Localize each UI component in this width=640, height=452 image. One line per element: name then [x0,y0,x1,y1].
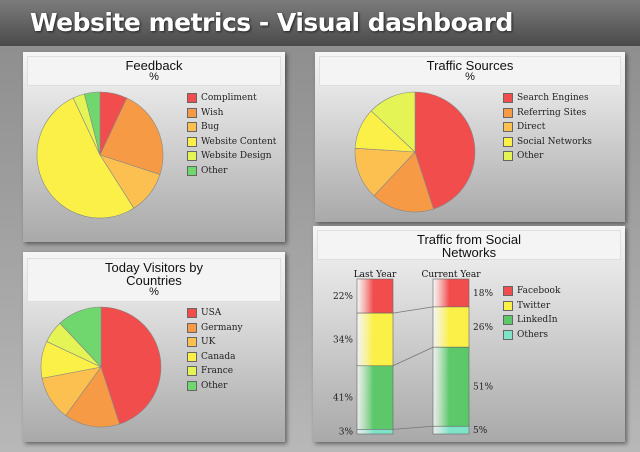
traffic-sources-legend-swatch [503,122,513,133]
feedback-legend-label: Website Design [201,151,272,162]
social-stacked-bar-chart: 22% 34% 41% 3% Last Year 18% 26% 51% 5% Current Y… [333,270,493,438]
traffic-sources-legend-label: Social Networks [517,136,592,147]
social-bar-last-year-linkedin [356,365,394,430]
social-legend-label: LinkedIn [517,315,558,326]
traffic-sources-unit: % [465,71,475,83]
feedback-title: Feedback [125,58,183,73]
visitors-legend-swatch [187,337,197,348]
traffic-sources-panel: Traffic Sources % Search Engines Referrin… [315,52,625,222]
traffic-sources-legend-label: Other [517,151,544,162]
feedback-legend-swatch [187,136,197,147]
traffic-sources-pie-chart [354,91,476,213]
social-bar-last-year-facebook [356,278,394,314]
traffic-sources-legend-swatch [503,151,513,162]
visitors-title-line2: Countries [126,273,182,288]
traffic-sources-legend-label: Search Engines [517,93,589,103]
visitors-legend-swatch [187,351,197,362]
traffic-sources-title: Traffic Sources [426,58,514,73]
social-bar-current-year-others [432,425,470,435]
social-value-label: 22% [333,292,353,302]
social-bar-current-year-linkedin [432,346,470,427]
social-connector-line [392,346,434,367]
traffic_sources-slice-referring-sites [373,151,434,213]
feedback-unit: % [149,71,159,83]
feedback-legend-swatch [187,107,197,118]
visitors-legend-label: Other [201,380,228,391]
feedback-slice-wish [99,97,164,175]
visitors-legend-label: USA [201,308,222,318]
page-title: Website metrics - Visual dashboard [30,8,513,37]
social-connector-line [392,306,434,314]
traffic-sources-legend-label: Direct [517,122,546,133]
header-bar: Website metrics - Visual dashboard [0,0,640,46]
visitors-slice-germany [65,366,120,428]
social-value-label: 34% [333,335,353,345]
visitors-pie-chart [40,306,162,428]
social-legend-label: Facebook [517,286,561,296]
visitors-legend-swatch [187,366,197,377]
visitors-legend-label: Germany [201,322,243,333]
feedback-title-box: Feedback % [27,56,281,86]
feedback-legend-swatch [187,122,197,133]
feedback-legend-swatch [187,93,197,103]
visitors-unit: % [149,286,159,298]
traffic-sources-title-box: Traffic Sources % [319,56,621,86]
traffic_sources-slice-search-engines [414,91,476,210]
feedback-pie-chart [36,91,164,219]
social-value-label: 51% [473,383,493,393]
visitors-slice-usa [100,306,162,425]
social-bar-current-year-twitter [432,306,470,348]
social-value-label: 3% [339,428,354,438]
social-title-line1: Traffic from Social [416,232,522,247]
social-category-label-current-year: Current Year [421,270,481,280]
feedback-legend-label: Compliment [201,93,257,103]
visitors-panel: Today Visitors by Countries % USA Germany… [23,252,285,442]
feedback-legend-label: Other [201,165,228,176]
traffic_sources-slice-direct [354,147,416,197]
visitors-legend-swatch [187,308,197,318]
feedback-legend-label: Wish [201,107,224,118]
social-connector-line [392,425,434,430]
social-legend-label: Others [517,329,549,340]
feedback-panel: Feedback % Compliment Wish Bug Website Cont… [23,52,285,242]
social-legend-swatch [503,286,513,296]
social-value-label: 18% [473,289,493,299]
social-value-label: 41% [333,394,353,404]
traffic-sources-legend-swatch [503,107,513,118]
visitors-slice-other [59,306,102,368]
traffic_sources-slice-other [370,91,416,153]
visitors-title-line1: Today Visitors by [104,260,204,275]
traffic-sources-legend-swatch [503,93,513,103]
social-panel: Traffic from Social Networks 22% 34% 41% 3%… [313,226,625,442]
social-legend-swatch [503,329,513,340]
social-value-label: 26% [473,323,493,333]
visitors-legend-label: France [201,366,234,377]
feedback-slice-website-content [36,97,135,219]
social-value-label: 5% [473,426,488,436]
feedback-legend-label: Website Content [201,136,277,147]
social-bar-current-year-facebook [432,278,470,308]
social-title-box: Traffic from Social Networks [317,230,621,260]
social-bar-last-year-twitter [356,312,394,367]
social-title-line2: Networks [441,245,497,260]
social-category-label-last-year: Last Year [354,270,397,280]
visitors-legend-swatch [187,322,197,333]
traffic-sources-legend-swatch [503,136,513,147]
traffic-sources-legend-label: Referring Sites [517,107,587,118]
visitors-legend-label: UK [201,337,216,348]
visitors-title-box: Today Visitors by Countries % [27,258,281,302]
social-bar-last-year-others [356,429,394,435]
feedback-slice-other [83,91,101,156]
social-legend-swatch [503,300,513,311]
social-legend-label: Twitter [517,300,551,311]
social-legend-swatch [503,315,513,326]
feedback-legend-swatch [187,151,197,162]
visitors-legend-label: Canada [201,351,236,362]
feedback-legend-label: Bug [201,122,220,133]
visitors-legend-swatch [187,380,197,391]
feedback-legend-swatch [187,165,197,176]
